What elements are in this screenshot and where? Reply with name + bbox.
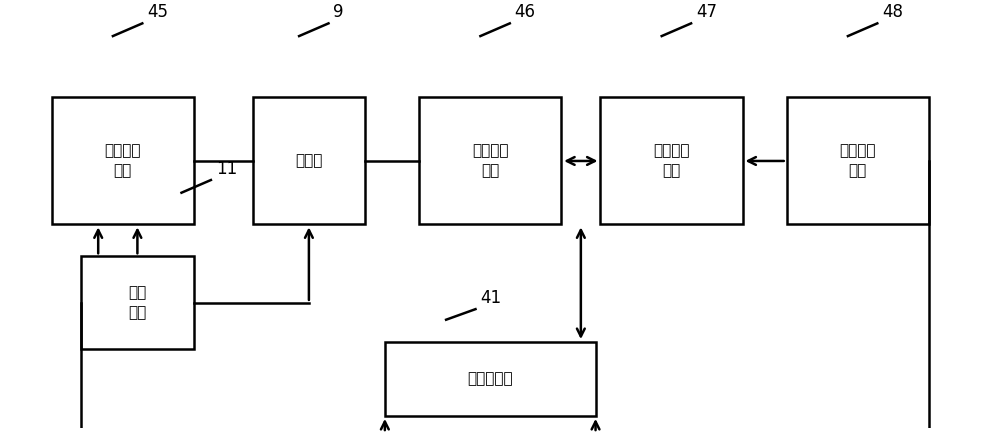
Text: 11: 11: [216, 160, 237, 178]
Text: 46: 46: [515, 3, 536, 21]
Bar: [52, 98, 194, 225]
Bar: [787, 98, 929, 225]
Text: 继电器: 继电器: [295, 153, 323, 168]
Bar: [81, 256, 194, 349]
Text: 前置扣除
模块: 前置扣除 模块: [104, 143, 141, 178]
Text: 噪声处理
模块: 噪声处理 模块: [653, 143, 690, 178]
Bar: [253, 98, 365, 225]
Text: 中央控制器: 中央控制器: [467, 372, 513, 387]
Bar: [385, 342, 596, 416]
Text: 45: 45: [147, 3, 168, 21]
Bar: [600, 98, 743, 225]
Text: 输出放大
模块: 输出放大 模块: [839, 143, 876, 178]
Text: 极性变换
模块: 极性变换 模块: [472, 143, 508, 178]
Text: 47: 47: [696, 3, 717, 21]
Text: 9: 9: [333, 3, 344, 21]
Text: 48: 48: [882, 3, 903, 21]
Bar: [419, 98, 561, 225]
Text: 步进
电机: 步进 电机: [128, 286, 147, 320]
Text: 41: 41: [480, 289, 502, 307]
